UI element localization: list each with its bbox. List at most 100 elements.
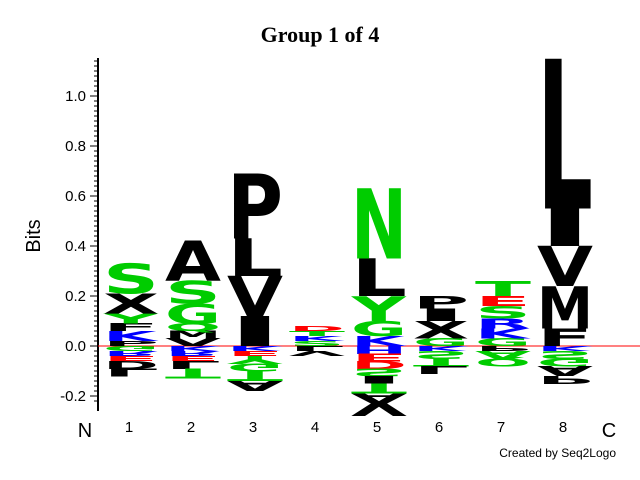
- logo-letter-t: T: [227, 368, 283, 384]
- position-label: 6: [435, 419, 443, 436]
- logo-letter-a: A: [537, 363, 594, 379]
- logo-letter-v: V: [537, 236, 593, 300]
- logo-letter-l: L: [351, 248, 407, 308]
- logo-letter-g: G: [165, 299, 221, 331]
- logo-letter-e: E: [351, 351, 407, 363]
- logo-letter-h: H: [351, 343, 407, 355]
- y-tick-label: 0.0: [65, 338, 86, 355]
- logo-letter-p: P: [413, 293, 469, 313]
- logo-letter-s: S: [413, 348, 469, 360]
- logo-letter-q: Q: [165, 322, 221, 334]
- logo-letter-v: V: [165, 337, 221, 349]
- logo-letter-i: I: [413, 305, 469, 325]
- logo-letter-s: S: [165, 275, 221, 311]
- position-label: 5: [373, 419, 381, 436]
- y-tick-label: 1.0: [65, 88, 86, 105]
- logo-letter-e: E: [475, 293, 531, 309]
- logo-letter-m: M: [537, 275, 593, 343]
- logo-letter-n: N: [351, 170, 407, 281]
- logo-letter-k: K: [537, 344, 593, 352]
- logo-letter-e: E: [227, 349, 283, 357]
- logo-letter-p: P: [103, 340, 159, 348]
- logo-letter-e: E: [165, 354, 221, 362]
- logo-letter-m: M: [165, 329, 221, 341]
- logo-letter-r: R: [103, 349, 159, 357]
- y-axis-ticks: -0.2 0.0 0.2 0.4 0.6 0.8 1.0: [60, 60, 98, 405]
- position-label: 4: [311, 419, 319, 436]
- logo-letter-a: A: [165, 231, 221, 295]
- logo-letter-e: E: [103, 354, 159, 362]
- logo-letter-f: F: [537, 324, 593, 352]
- n-terminus-label: N: [78, 420, 92, 442]
- logo-letter-g: G: [413, 337, 469, 349]
- logo-letter-t: T: [165, 365, 221, 381]
- logo-letter-g: G: [351, 317, 407, 341]
- logo-letter-l: L: [165, 359, 221, 371]
- logo-letter-y: Y: [102, 311, 159, 327]
- logo-letter-l: L: [289, 344, 345, 352]
- logo-letter-k: K: [165, 344, 221, 352]
- position-label: 7: [497, 419, 505, 436]
- c-terminus-label: C: [602, 420, 616, 442]
- logo-letter-k: K: [103, 328, 160, 344]
- logo-stacks: PKFYXSGREDLVMQGSAKRELTIVLPKEYGTASKTDLVKG…: [102, 19, 594, 419]
- logo-letter-t: T: [475, 277, 531, 301]
- logo-letter-l: L: [413, 364, 469, 376]
- logo-letter-d: D: [103, 358, 159, 370]
- logo-letter-k: K: [351, 333, 408, 349]
- logo-letter-l: L: [227, 228, 283, 288]
- logo-letter-k: K: [413, 344, 469, 352]
- logo-letter-i: I: [227, 308, 283, 356]
- y-tick-label: 0.2: [65, 288, 86, 305]
- y-axis-label: Bits: [23, 219, 45, 252]
- logo-letter-p: P: [227, 156, 283, 260]
- logo-letter-i: I: [351, 373, 407, 385]
- y-tick-label: 0.4: [65, 238, 86, 255]
- chart-title: Group 1 of 4: [261, 22, 380, 47]
- logo-letter-g: G: [103, 344, 159, 352]
- position-label: 2: [187, 419, 195, 436]
- logo-letter-s: S: [289, 340, 345, 348]
- logo-letter-q: Q: [475, 356, 531, 368]
- logo-letter-k: K: [289, 335, 345, 343]
- y-tick-label: -0.2: [60, 388, 86, 405]
- logo-letter-g: G: [227, 361, 283, 373]
- logo-letter-f: F: [103, 322, 159, 334]
- logo-letter-d: D: [351, 358, 407, 370]
- logo-letter-g: G: [475, 337, 531, 349]
- logo-letter-s: S: [475, 303, 531, 323]
- logo-letter-a: A: [475, 348, 531, 360]
- logo-letter-v: V: [289, 349, 345, 357]
- logo-letter-r: R: [475, 316, 531, 332]
- position-label: 1: [125, 419, 133, 436]
- logo-letter-a: A: [227, 378, 284, 394]
- logo-letter-v: V: [227, 266, 283, 330]
- position-label: 8: [559, 419, 567, 436]
- logo-letter-t: T: [289, 330, 345, 338]
- logo-letter-k: K: [475, 326, 532, 342]
- logo-letter-s: S: [351, 366, 407, 378]
- logo-letter-t: T: [413, 356, 469, 368]
- logo-letter-v: V: [351, 399, 407, 419]
- logo-letter-a: A: [351, 390, 408, 406]
- y-tick-label: 0.8: [65, 138, 86, 155]
- logo-letter-p: P: [537, 374, 593, 386]
- logo-letter-g: G: [537, 356, 593, 368]
- logo-letter-l: L: [103, 366, 159, 378]
- logo-letter-r: R: [165, 349, 221, 357]
- logo-letter-x: X: [103, 288, 159, 320]
- logo-letter-p: P: [475, 344, 531, 352]
- y-tick-label: 0.6: [65, 188, 86, 205]
- logo-letter-y: Y: [226, 353, 283, 365]
- logo-letter-s: S: [103, 255, 159, 303]
- logo-letter-t: T: [351, 380, 407, 396]
- logo-letter-i: I: [537, 198, 593, 258]
- logo-letter-k: K: [227, 344, 283, 352]
- logo-letter-l: L: [537, 19, 593, 258]
- credit-text: Created by Seq2Logo: [499, 446, 616, 460]
- logo-letter-x: X: [413, 316, 469, 344]
- position-label: 3: [249, 419, 257, 436]
- logo-letter-y: Y: [350, 289, 407, 329]
- logo-letter-d: D: [289, 325, 345, 333]
